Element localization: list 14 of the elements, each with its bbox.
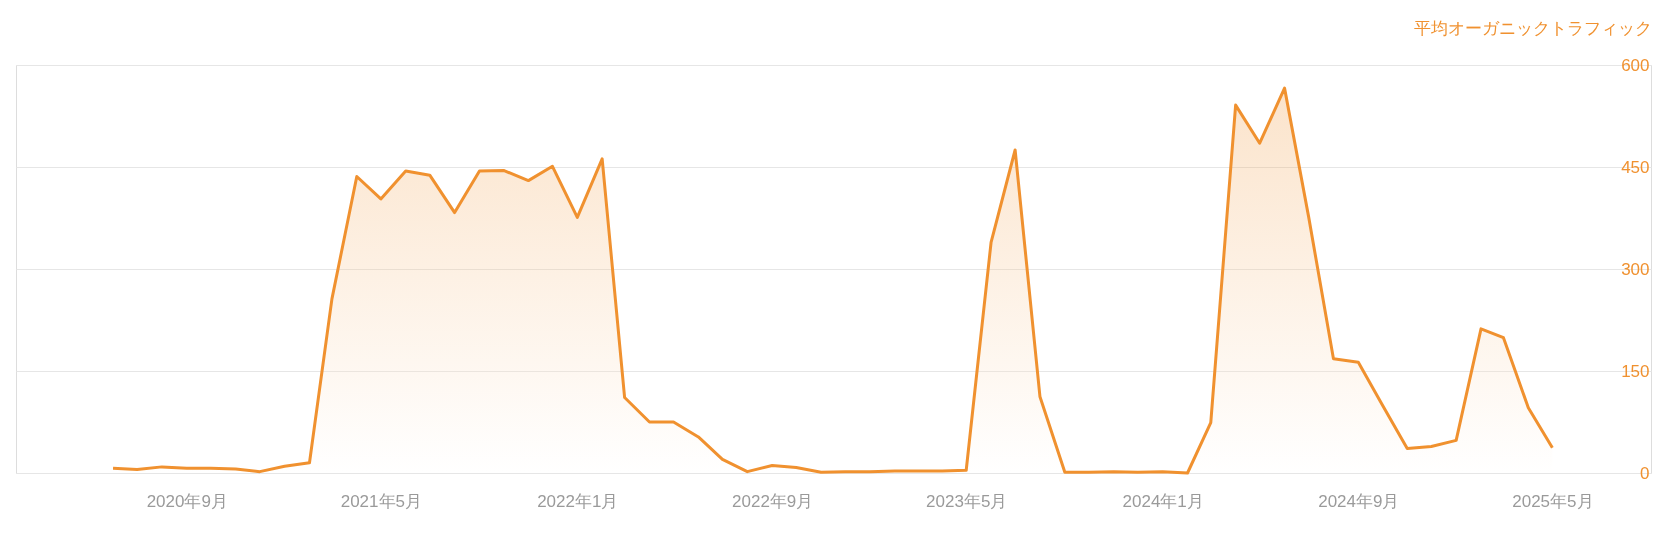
y-tick-label: 0 xyxy=(1640,463,1650,483)
x-tick-label: 2025年5月 xyxy=(1512,491,1594,511)
y-axis-title: 平均オーガニックトラフィック xyxy=(1413,18,1652,38)
y-tick-label: 300 xyxy=(1621,259,1650,279)
x-tick-label: 2022年1月 xyxy=(537,491,619,511)
x-tick-label: 2021年5月 xyxy=(340,491,422,511)
x-tick-label: 2024年1月 xyxy=(1122,491,1204,511)
x-tick-label: 2024年9月 xyxy=(1318,491,1400,511)
y-tick-label: 450 xyxy=(1621,157,1650,177)
y-tick-label: 150 xyxy=(1621,361,1650,381)
x-tick-label: 2022年9月 xyxy=(732,491,814,511)
y-tick-label: 600 xyxy=(1621,55,1650,75)
x-tick-label: 2023年5月 xyxy=(926,491,1008,511)
x-tick-label: 2020年9月 xyxy=(146,491,228,511)
